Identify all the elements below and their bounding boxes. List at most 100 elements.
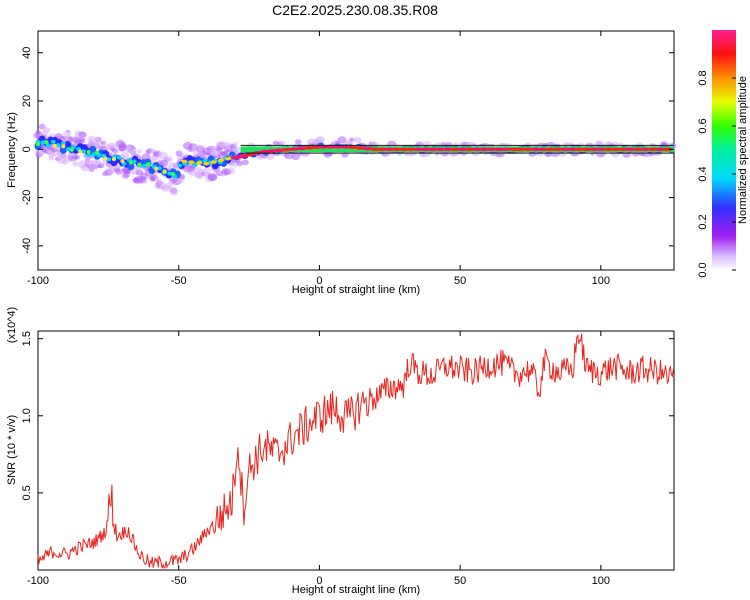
- spectrum-blob: [493, 147, 504, 152]
- spectrogram-ylabel: Frequency (Hz): [6, 112, 18, 188]
- spectrogram-panel: -100 -50 0 50 100 -40 -20 0 20 40 Height of strai…: [6, 30, 677, 296]
- spectrum-blob: [135, 168, 142, 173]
- spectrum-blob: [167, 171, 173, 176]
- spectrum-blob: [111, 157, 116, 162]
- x-tick-label: 50: [454, 275, 466, 287]
- spectrum-blob: [574, 147, 585, 152]
- spectrum-blob: [203, 161, 210, 166]
- spectrum-blob: [559, 147, 570, 152]
- spectrum-blob: [81, 149, 87, 154]
- spectrum-blob: [241, 159, 249, 166]
- spectrum-blob: [384, 147, 395, 152]
- y-tick-label: 0: [21, 146, 33, 152]
- spectrum-blob: [38, 123, 46, 130]
- spectrum-blob: [86, 149, 91, 154]
- spectrum-blob: [125, 169, 131, 174]
- x-tick-label: -100: [27, 575, 49, 587]
- spectrum-blob: [589, 147, 600, 152]
- y-tick-label: 1.0: [21, 408, 33, 423]
- spectrum-blob: [96, 137, 102, 142]
- snr-frame: [37, 330, 675, 571]
- y-tick-label: 20: [21, 95, 33, 107]
- spectrum-blob: [177, 163, 183, 168]
- y-tick-label: 1.5: [21, 331, 33, 346]
- spectrum-blob: [91, 152, 97, 157]
- y-tick-label: 40: [21, 47, 33, 59]
- x-tick-label: -50: [171, 575, 187, 587]
- spectrum-blob: [464, 147, 475, 152]
- spectrum-blob: [232, 146, 242, 153]
- spectrogram-axes: -100 -50 0 50 100 -40 -20 0 20 40: [21, 31, 674, 287]
- spectrum-blob: [128, 160, 133, 165]
- spectrum-blob: [145, 162, 150, 167]
- spectrum-blob: [72, 161, 79, 167]
- spectrum-blob: [217, 158, 224, 163]
- colorbar-tick-label: 0.4: [697, 166, 709, 181]
- x-tick-label: 0: [316, 575, 322, 587]
- spectrum-blob: [38, 151, 44, 157]
- snr-multiplier: (x10^4): [6, 307, 18, 343]
- spectrum-blob: [95, 150, 100, 155]
- spectrum-blob: [36, 142, 40, 147]
- colorbar-ticks: 0.0 0.2 0.4 0.6 0.8: [697, 70, 736, 278]
- y-tick-label: -20: [21, 190, 33, 206]
- colorbar-tick-label: 0.8: [697, 70, 709, 85]
- spectrum-blob: [181, 159, 188, 164]
- spectrum-blob: [69, 147, 74, 152]
- spectrum-blob: [68, 137, 74, 142]
- chart-title: C2E2.2025.230.08.35.R08: [272, 2, 438, 18]
- spectrum-blob: [170, 189, 178, 196]
- spectrum-blob: [479, 147, 490, 152]
- spectrum-blob: [128, 147, 137, 154]
- spectrum-blob: [530, 147, 541, 152]
- spectrum-blob: [384, 151, 392, 157]
- spectrum-blob: [162, 169, 167, 174]
- spectrum-blob: [311, 145, 322, 149]
- spectrum-blob: [91, 163, 99, 170]
- x-tick-label: 0: [316, 275, 322, 287]
- spectrum-blob: [156, 178, 162, 183]
- spectrum-blob: [52, 143, 57, 148]
- spectrum-blob: [45, 143, 51, 148]
- spectrum-blob: [142, 180, 148, 184]
- spectrum-blob: [625, 147, 636, 152]
- spectrum-blob: [632, 147, 643, 152]
- spectrum-blob: [40, 140, 46, 145]
- spectrum-blob: [167, 157, 173, 162]
- y-tick-label: 0.5: [21, 485, 33, 500]
- spectrum-blob: [618, 147, 629, 152]
- spectrum-blob: [112, 150, 118, 155]
- spectrum-blob: [188, 160, 195, 164]
- spectrum-blob: [78, 149, 83, 154]
- spectrum-blob: [413, 147, 424, 152]
- spectrum-blob: [101, 153, 107, 158]
- spectrum-blob: [103, 156, 108, 161]
- spectrum-blob: [472, 147, 483, 152]
- spectrum-blob: [217, 141, 226, 149]
- spectrum-blob: [232, 142, 238, 147]
- y-tick-label: -40: [21, 238, 33, 254]
- spectrum-blob: [192, 162, 198, 167]
- spectrum-blob: [545, 147, 556, 152]
- spectrum-blob: [120, 151, 130, 160]
- spectrum-blob: [406, 147, 417, 152]
- x-tick-label: 50: [454, 575, 466, 587]
- spectrum-blob: [515, 147, 526, 152]
- spectrum-blob: [225, 156, 232, 161]
- spectrum-blob: [325, 145, 336, 149]
- spectrum-blob: [95, 161, 100, 165]
- spectrum-blob: [61, 144, 66, 149]
- spectrum-blob: [647, 147, 658, 152]
- spectrum-blob: [428, 147, 439, 152]
- spectrum-blob: [552, 147, 563, 152]
- x-tick-label: 100: [592, 575, 610, 587]
- spectrum-blob: [152, 151, 159, 157]
- spectrum-blob: [236, 160, 244, 167]
- spectrum-blob: [86, 153, 92, 158]
- spectrum-blob: [318, 145, 329, 149]
- spectrum-blob: [74, 155, 81, 160]
- spectrum-blob: [391, 147, 402, 152]
- spectrum-blob: [420, 147, 431, 152]
- spectrogram-marks: [33, 123, 677, 196]
